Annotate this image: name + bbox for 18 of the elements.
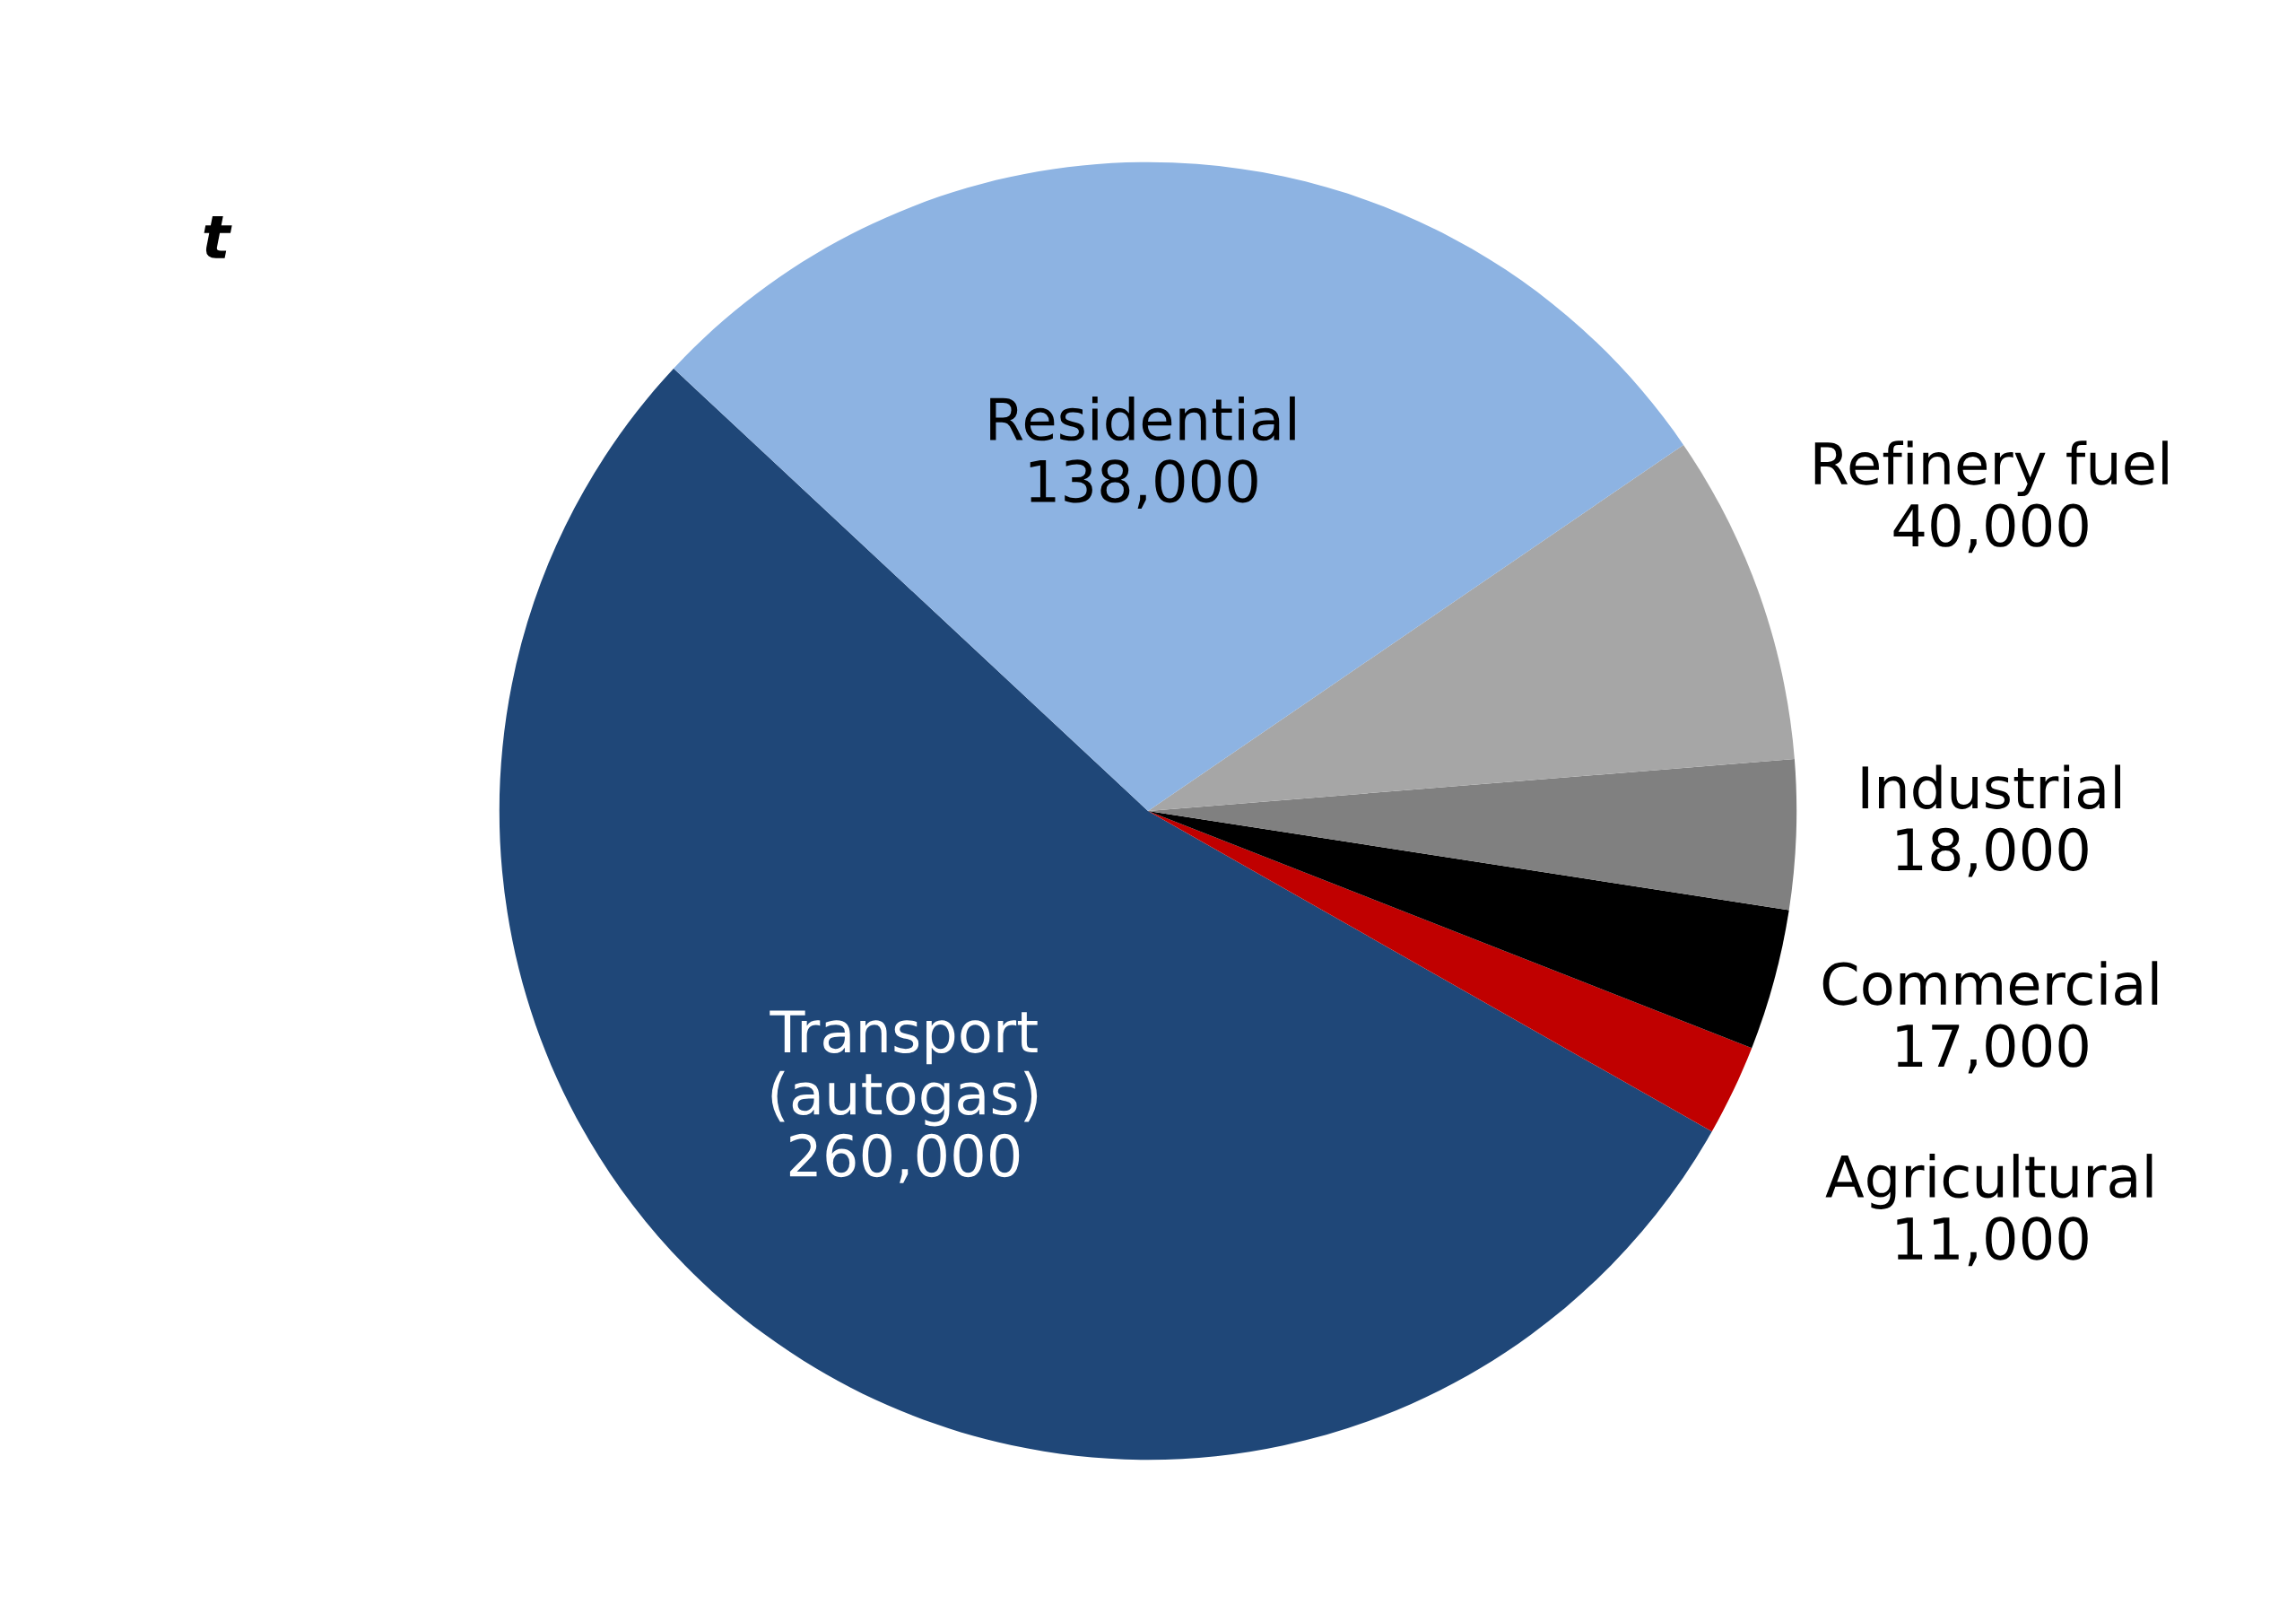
data-label: 260,000 [789,1133,1020,1183]
data-label: 18,000 [1897,827,2088,877]
pie-slice [1148,811,1789,1049]
slice-label: Refinery fuel [1814,440,2168,497]
data-label: 138,000 [1030,459,1257,509]
data-label: 11,000 [1897,1216,2088,1267]
slice-label: Residential [990,396,1295,441]
data-label: 17,000 [1897,1024,2088,1074]
data-label: 40,000 [1893,503,2088,554]
text: t [204,215,232,258]
slice-label: Transport (autogas) [770,1010,1038,1127]
pie-slice [499,368,1712,1461]
slice-label: Agricultural [1825,1154,2152,1209]
slice-label: Commercial [1822,961,2158,1006]
pie-slice [674,161,1684,811]
slice-label: Industrial [1862,764,2120,809]
pie-slice [1148,758,1797,911]
pie-slice [1148,811,1752,1132]
